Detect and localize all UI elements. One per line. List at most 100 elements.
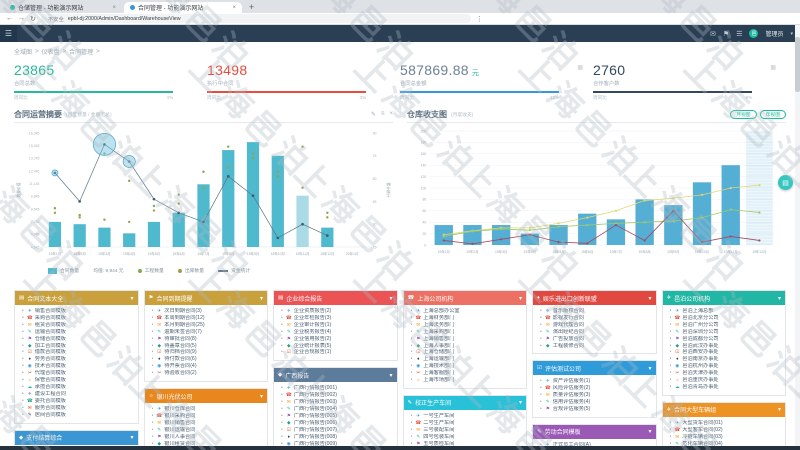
card-item[interactable]: ✉服务合同模板 <box>22 405 135 412</box>
card-item[interactable]: ✉广西行情报告(003) <box>281 399 394 406</box>
card-header[interactable]: ✈ 邑泊公司机构 ▾ <box>662 291 785 305</box>
tab-close-icon[interactable]: × <box>232 4 236 11</box>
back-icon[interactable]: ← <box>6 15 13 22</box>
tab-close-icon[interactable]: × <box>112 4 116 11</box>
card-item[interactable]: ✎演出经纪合同 <box>540 329 653 336</box>
card-item[interactable]: ◉邑泊杭州办事处 <box>670 363 783 370</box>
card-header[interactable]: ✎ 劳动合同模板 ▾ <box>533 424 656 439</box>
card-header[interactable]: ▤ 企业综合报告 ▾ <box>274 291 397 305</box>
card-item[interactable]: ✈资产评估服务(1) <box>540 378 653 385</box>
card-item[interactable]: ☎采购合同模板 <box>22 315 135 322</box>
card-item[interactable]: ✎上海采购部门 <box>411 329 524 336</box>
card-item[interactable]: ☑待归档合同(9) <box>152 349 265 356</box>
card-item[interactable]: ☁邑泊青岛办事处 <box>670 384 783 391</box>
card-item[interactable]: ✉租赁合同模板 <box>22 322 135 329</box>
card-item[interactable]: ✉三号装配车间 <box>411 427 524 434</box>
chart-settings-fab[interactable]: ▤ <box>778 175 793 190</box>
card-item[interactable]: ✈一号生产车间 <box>411 413 524 420</box>
card-header[interactable]: ◆ 广西报告 ▾ <box>274 368 397 383</box>
card-item[interactable]: ⚑企业信用报告(2) <box>281 336 394 343</box>
card-item[interactable]: ✈次日到期合同(3) <box>152 308 265 315</box>
browser-tab-1[interactable]: 仓储管理 - 功能演示网站 × <box>4 2 122 13</box>
card-item[interactable]: ✈正式员工合同(A) <box>540 442 653 449</box>
card-item[interactable]: ◉上海技术部门 <box>411 363 524 370</box>
card-header[interactable]: ☼ 银川光伏公司 ▾ <box>144 389 267 404</box>
card-item[interactable]: ☑邑泊西安办事处 <box>670 349 783 356</box>
chevron-down-icon[interactable]: ▾ <box>790 30 793 37</box>
card-item[interactable]: ☼邑泊重庆办事处 <box>670 377 783 384</box>
card-item[interactable]: ☑广西行情报告(007) <box>281 427 394 434</box>
card-item[interactable]: ✉本月到期合同(25) <box>152 322 265 329</box>
card-item[interactable]: ✈银川仓库合同 <box>152 406 265 413</box>
breadcrumb-segment[interactable]: 全域图 <box>14 50 33 56</box>
card-item[interactable]: ✎逾期未签合同(7) <box>152 329 265 336</box>
card-item[interactable]: ☎银川采购合同 <box>152 413 265 420</box>
chevron-down-icon[interactable]: ▾ <box>648 295 652 302</box>
card-item[interactable]: ✎居间合同模板 <box>22 412 135 419</box>
card-header[interactable]: ☎ 上海公司机构 ▾ <box>403 291 526 305</box>
card-item[interactable]: ☑企业合规报告(1) <box>281 349 394 356</box>
scrollbar-thumb[interactable] <box>795 37 800 92</box>
card-header[interactable]: ▤ 合同文本大全 ▾ <box>15 291 138 305</box>
card-item[interactable]: ◆加工合同模板 <box>22 343 135 350</box>
card-item[interactable]: ✂代理合同模板 <box>22 370 135 377</box>
chevron-down-icon[interactable]: ▾ <box>648 429 652 436</box>
message-icon[interactable]: ✉ <box>710 30 716 38</box>
card-item[interactable]: ✎信用评估服务(4) <box>540 399 653 406</box>
chevron-down-icon[interactable]: ▾ <box>389 372 393 379</box>
card-item[interactable]: ◆银川租赁合同 <box>152 441 265 448</box>
card-item[interactable]: ◆工程装修合同 <box>540 343 653 350</box>
card-item[interactable]: ♦邑泊南京办事处 <box>670 356 783 363</box>
card-item[interactable]: ⚑仓储合同模板 <box>22 336 135 343</box>
chevron-down-icon[interactable]: ▾ <box>389 295 393 302</box>
username[interactable]: 管理员 <box>765 32 784 38</box>
card-item[interactable]: ⚑广告投放合同 <box>540 336 653 343</box>
url-bar[interactable]: 不安全 epbl-dj:2000/Admin/Dashboard/Warehou… <box>40 14 471 23</box>
legend-item[interactable]: 工程数量 <box>137 267 164 274</box>
card-item[interactable]: ✈音乐版权合同 <box>540 308 653 315</box>
chevron-down-icon[interactable]: ▾ <box>777 295 781 302</box>
card-item[interactable]: ☑借款合同模板 <box>22 349 135 356</box>
card-header[interactable]: ✎ 校正生产车间 ▾ <box>403 395 526 410</box>
flag-icon[interactable]: ⚑ <box>722 30 730 38</box>
card-item[interactable]: ☎企业年检报告(3) <box>281 315 394 322</box>
chevron-down-icon[interactable]: ▾ <box>259 295 263 302</box>
hamburger-icon[interactable]: ☰ <box>0 25 17 42</box>
chevron-down-icon[interactable]: ▾ <box>777 407 781 414</box>
legend-item[interactable]: 资金统计 <box>218 267 250 274</box>
page-scrollbar[interactable] <box>795 25 800 446</box>
card-item[interactable]: ☎本周到期合同(12) <box>152 315 265 322</box>
card-item[interactable]: ✎企业税务报告(4) <box>281 329 394 336</box>
card-item[interactable]: ♦广西行情报告(008) <box>281 434 394 441</box>
card-item[interactable]: ☼保管合同模板 <box>22 377 135 384</box>
card-item[interactable]: ☎风险评估服务(2) <box>540 385 653 392</box>
card-item[interactable]: ✎运输合同模板 <box>22 329 135 336</box>
chevron-down-icon[interactable]: ▾ <box>518 400 522 407</box>
card-header[interactable]: ♦ 娱乐进出口创新联盟 ▾ <box>533 291 656 305</box>
legend-item[interactable]: 合同数量 <box>48 267 79 274</box>
card-item[interactable]: ☎二号生产车间 <box>411 420 524 427</box>
card-item[interactable]: ♦劳务合同模板 <box>22 356 135 363</box>
card-item[interactable]: ◆上海人事部门 <box>411 343 524 350</box>
chevron-down-icon[interactable]: ▾ <box>130 295 134 302</box>
browser-menu-icon[interactable]: ⋮ <box>475 15 483 23</box>
avatar[interactable]: 邑 <box>749 29 759 38</box>
reload-icon[interactable]: ↻ <box>30 15 36 23</box>
card-header[interactable]: ☑ 评估测试公司 ▾ <box>533 361 656 376</box>
card-item[interactable]: ☎上海财务部门 <box>411 315 524 322</box>
card-item[interactable]: ⚑银川人事合同 <box>152 434 265 441</box>
card-item[interactable]: ✈广西行情报告(001) <box>281 385 394 392</box>
card-header[interactable]: ◆ 支付结算综合 ▾ <box>15 430 138 445</box>
month-view-pill[interactable]: 月视图 <box>730 110 757 119</box>
card-item[interactable]: ◆企业统计报表(5) <box>281 343 394 350</box>
card-item[interactable]: ◉待开票合同(4) <box>152 363 265 370</box>
edit-icon[interactable]: ✎ <box>370 112 376 118</box>
card-item[interactable]: ☁承揽合同模板 <box>22 384 135 391</box>
card-item[interactable]: ⚑广西行情报告(005) <box>281 413 394 420</box>
card-item[interactable]: ☼上海市场部门 <box>411 377 524 384</box>
forward-icon[interactable]: → <box>18 15 25 22</box>
card-item[interactable]: ✉质量评估服务(3) <box>540 392 653 399</box>
card-item[interactable]: ✈销售合同模板 <box>22 308 135 315</box>
card-item[interactable]: ☎大型客车合同(02) <box>670 427 783 434</box>
chevron-down-icon[interactable]: ▾ <box>259 393 263 400</box>
